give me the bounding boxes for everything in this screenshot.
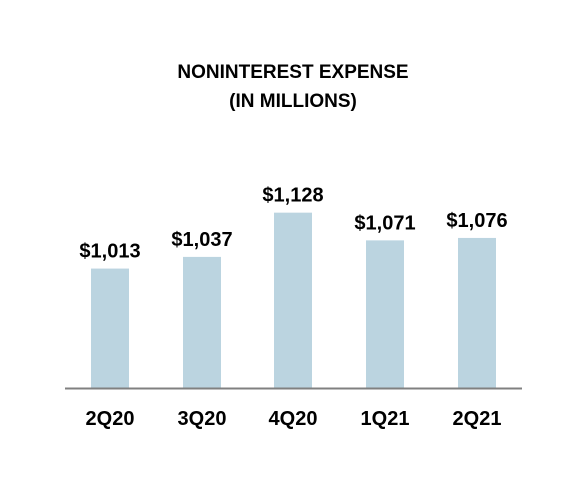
bar-2q21 (458, 237, 496, 388)
value-label-4q20: $1,128 (262, 185, 323, 207)
value-labels-layer: $1,013 $1,037 $1,128 $1,071 $1,076 (79, 185, 507, 263)
value-label-2q21: $1,076 (446, 210, 507, 232)
x-tick-label-4q20: 4Q20 (269, 408, 318, 430)
x-tick-label-2q20: 2Q20 (86, 408, 135, 430)
bar-4q20 (274, 212, 312, 388)
bar-2q20 (91, 268, 129, 388)
bar-3q20 (183, 256, 221, 388)
value-label-2q20: $1,013 (79, 241, 140, 263)
chart-title-line1: NONINTEREST EXPENSE (177, 62, 409, 83)
x-tick-label-2q21: 2Q21 (453, 408, 502, 430)
x-tick-label-1q21: 1Q21 (361, 408, 410, 430)
bars-layer (91, 212, 496, 388)
chart-title-line2: (IN MILLIONS) (229, 91, 357, 112)
x-tick-labels-layer: 2Q20 3Q20 4Q20 1Q21 2Q21 (86, 408, 502, 430)
value-label-1q21: $1,071 (354, 212, 415, 234)
x-tick-label-3q20: 3Q20 (178, 408, 227, 430)
value-label-3q20: $1,037 (171, 229, 232, 251)
bar-1q21 (366, 240, 404, 388)
